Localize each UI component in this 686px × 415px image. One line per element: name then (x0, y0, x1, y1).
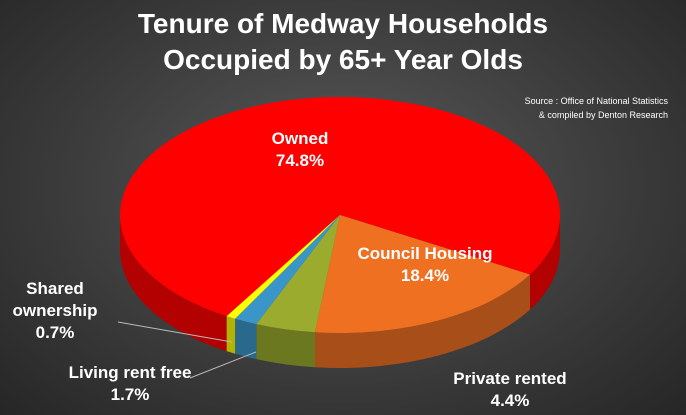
value-label: 4.4% (490, 391, 530, 410)
value-label: 1.7% (110, 385, 150, 404)
slice-label: Living rent free (68, 363, 192, 382)
slice (235, 215, 340, 325)
value-label: 74.8% (275, 151, 325, 170)
chart-title: Tenure of Medway Households (137, 8, 549, 39)
slice-label: Shared ownership (12, 279, 98, 320)
chart-title: Occupied by 65+ Year Olds (163, 44, 523, 75)
slice (315, 215, 530, 333)
slice-side (529, 215, 560, 310)
slice-label: Private rented (453, 369, 567, 388)
slice-label: Owned (271, 129, 329, 148)
leader-line (117, 321, 233, 343)
slice (120, 97, 560, 317)
source-note: Source : Office of National Statistics (524, 96, 668, 106)
slice-side (256, 324, 316, 368)
slice-side (235, 318, 257, 360)
slice-side (226, 316, 236, 354)
slice-side (315, 274, 530, 368)
slice (256, 215, 340, 333)
value-label: 0.7% (35, 323, 75, 342)
leader-line (189, 351, 257, 379)
slice (226, 215, 340, 319)
source-note: & compiled by Denton Research (538, 110, 668, 120)
slice-side (119, 215, 227, 352)
value-label: 18.4% (400, 266, 450, 285)
slice-label: Council Housing (357, 244, 493, 263)
